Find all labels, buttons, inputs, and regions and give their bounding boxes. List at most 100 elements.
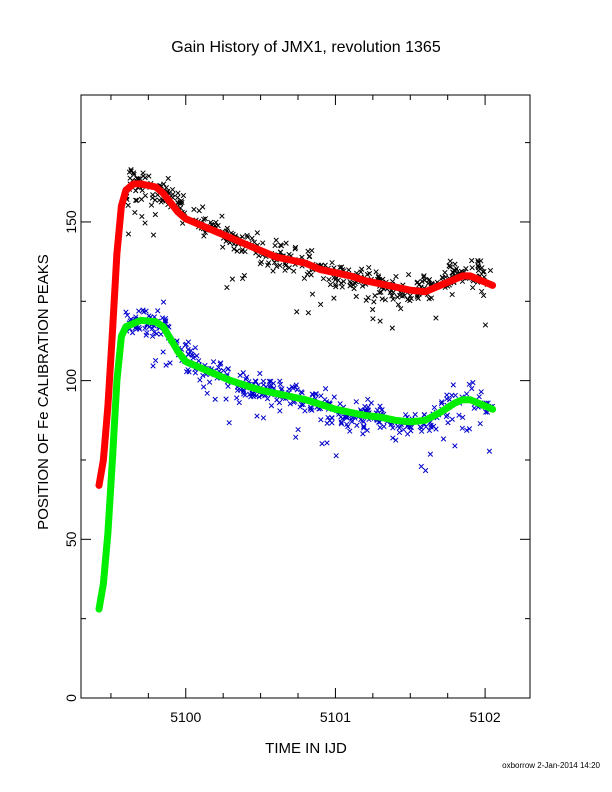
scatter-point-1 [200, 372, 206, 379]
scatter-point-0 [282, 267, 288, 273]
plot-frame [80, 94, 531, 699]
scatter-point-0 [443, 274, 449, 280]
scatter-point-1 [440, 436, 447, 442]
scatter-point-1 [201, 384, 207, 390]
scatter-point-0 [482, 322, 489, 328]
scatter-point-1 [257, 370, 263, 377]
scatter-point-1 [390, 425, 396, 431]
scatter-point-0 [442, 269, 448, 276]
x-tick-label: 5100 [170, 709, 201, 725]
scatter-point-1 [322, 386, 329, 392]
scatter-point-0 [451, 267, 457, 273]
fit-plus-marker-3 [103, 550, 109, 557]
scatter-point-1 [298, 401, 305, 408]
scatter-point-0 [244, 234, 251, 240]
scatter-point-1 [349, 419, 355, 425]
scatter-point-1 [159, 315, 166, 321]
scatter-point-1 [422, 467, 429, 474]
scatter-point-0 [373, 269, 379, 275]
scatter-point-0 [317, 301, 324, 308]
scatter-point-1 [452, 443, 458, 449]
scatter-point-1 [347, 428, 353, 434]
scatter-point-1 [163, 362, 169, 368]
scatter-point-1 [204, 390, 210, 396]
scatter-point-1 [312, 391, 319, 397]
scatter-point-1 [307, 406, 313, 412]
scatter-point-1 [136, 324, 142, 331]
scatter-point-1 [143, 332, 149, 338]
scatter-point-1 [470, 379, 476, 386]
scatter-point-1 [381, 423, 387, 430]
scatter-point-1 [206, 379, 213, 385]
fit-plus-marker-2 [106, 374, 113, 380]
fit-plus-marker-3 [123, 323, 129, 330]
scatter-point-0 [272, 242, 278, 249]
scatter-point-1 [439, 399, 445, 405]
scatter-point-0 [470, 284, 476, 291]
scatter-point-1 [325, 414, 331, 421]
scatter-point-0 [378, 289, 384, 295]
scatter-point-0 [175, 200, 182, 206]
scatter-point-1 [377, 403, 383, 409]
scatter-point-1 [338, 421, 345, 427]
y-tick-label: 150 [63, 210, 79, 234]
scatter-point-1 [190, 352, 196, 358]
scatter-point-0 [371, 299, 377, 305]
scatter-point-0 [339, 284, 345, 290]
scatter-point-1 [459, 425, 465, 431]
scatter-point-0 [213, 219, 219, 226]
fit-plus-marker-3 [121, 327, 127, 334]
scatter-point-1 [277, 408, 283, 414]
scatter-point-1 [141, 309, 147, 315]
scatter-point-0 [395, 302, 402, 308]
scatter-point-1 [390, 435, 396, 441]
scatter-point-0 [201, 216, 207, 222]
scatter-point-1 [160, 299, 167, 305]
scatter-point-1 [449, 392, 455, 398]
scatter-point-0 [220, 244, 226, 250]
scatter-point-0 [415, 295, 421, 302]
scatter-point-0 [148, 202, 155, 208]
scatter-point-0 [420, 274, 427, 280]
scatter-point-1 [210, 359, 217, 365]
scatter-point-1 [404, 431, 411, 437]
scatter-point-1 [254, 413, 260, 419]
scatter-point-0 [341, 278, 347, 285]
scatter-point-0 [175, 190, 181, 196]
scatter-point-0 [163, 185, 169, 191]
scatter-point-0 [257, 261, 263, 267]
scatter-point-0 [390, 296, 396, 302]
scatter-point-1 [438, 400, 445, 407]
scatter-point-0 [292, 244, 299, 251]
scatter-point-1 [469, 385, 475, 392]
scatter-point-1 [313, 391, 319, 397]
scatter-point-1 [338, 419, 344, 425]
scatter-point-1 [185, 346, 191, 353]
scatter-point-0 [405, 296, 411, 303]
scatter-point-1 [266, 378, 272, 385]
x-axis-label: TIME IN IJD [265, 740, 347, 757]
scatter-point-1 [155, 308, 161, 314]
scatter-point-1 [182, 342, 188, 348]
scatter-point-0 [366, 270, 373, 277]
scatter-point-0 [389, 293, 395, 299]
fit-plus-marker-3 [110, 441, 117, 447]
scatter-point-1 [423, 424, 429, 430]
scatter-point-0 [398, 306, 404, 312]
scatter-point-1 [471, 405, 477, 411]
scatter-point-0 [426, 296, 432, 302]
x-tick-label: 5101 [320, 709, 351, 725]
scatter-point-0 [359, 283, 366, 289]
scatter-point-1 [150, 363, 156, 369]
scatter-point-0 [152, 211, 158, 218]
scatter-point-0 [479, 288, 485, 295]
scatter-point-1 [360, 431, 366, 437]
scatter-point-1 [318, 417, 324, 423]
scatter-point-0 [152, 197, 158, 203]
scatter-point-1 [236, 399, 242, 406]
x-tick-label: 5102 [470, 709, 501, 725]
scatter-point-1 [192, 345, 198, 351]
scatter-point-0 [377, 318, 383, 324]
scatter-point-1 [324, 440, 330, 446]
